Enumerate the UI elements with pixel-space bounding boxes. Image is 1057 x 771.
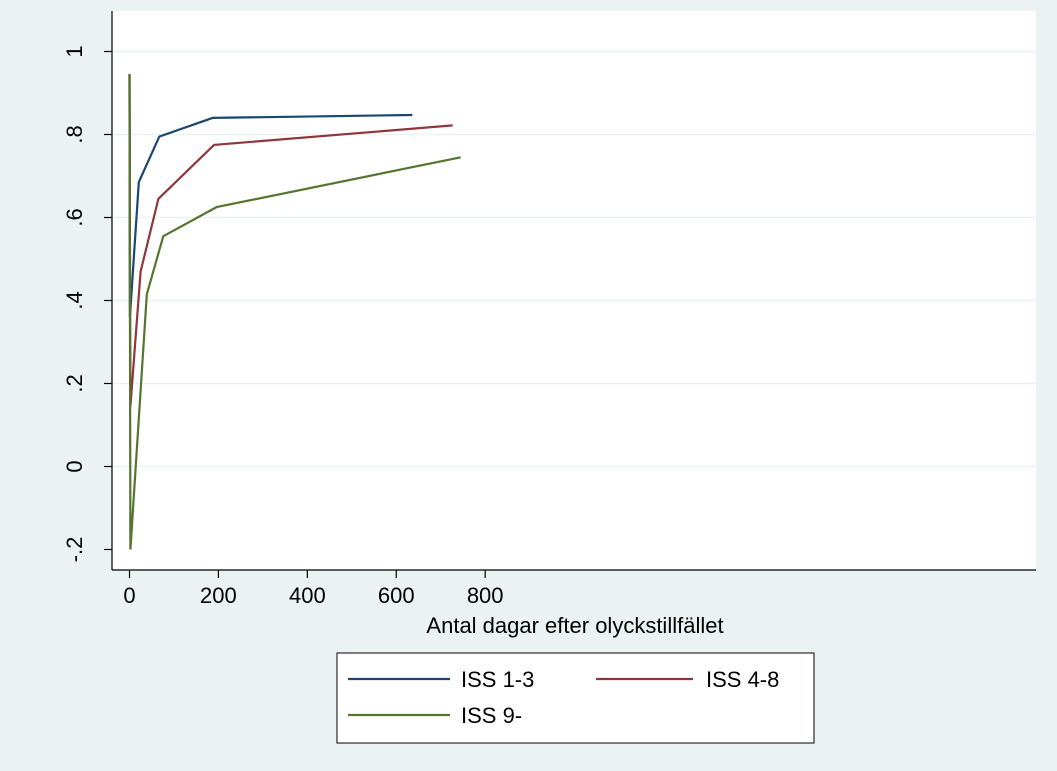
x-axis-title: Antal dagar efter olyckstillfället [426, 613, 723, 638]
x-tick-label: 0 [123, 583, 135, 608]
y-tick-label: .8 [62, 125, 87, 143]
y-tick-label: .6 [62, 208, 87, 226]
x-tick-label: 600 [378, 583, 415, 608]
series-lines [128, 74, 461, 550]
y-axis-ticks: -.2 0 .2 .4 .6 .8 1 [62, 45, 112, 562]
legend-label: ISS 1-3 [461, 667, 534, 692]
gridlines [112, 50, 1036, 468]
x-tick-label: 400 [289, 583, 326, 608]
x-tick-label: 200 [200, 583, 237, 608]
y-tick-label: -.2 [62, 537, 87, 563]
legend-label: ISS 9- [461, 703, 522, 728]
legend-label: ISS 4-8 [706, 667, 779, 692]
x-tick-label: 800 [467, 583, 504, 608]
x-axis-ticks: 0 200 400 600 800 [123, 570, 504, 608]
legend: ISS 1-3 ISS 4-8 ISS 9- [348, 667, 779, 728]
y-tick-label: 1 [62, 45, 87, 57]
y-tick-label: .2 [62, 374, 87, 392]
series-line-3 [128, 74, 461, 550]
legend-box [336, 652, 815, 744]
plot-area [112, 11, 1036, 570]
y-tick-label: .4 [62, 291, 87, 309]
y-tick-label: 0 [62, 460, 87, 472]
